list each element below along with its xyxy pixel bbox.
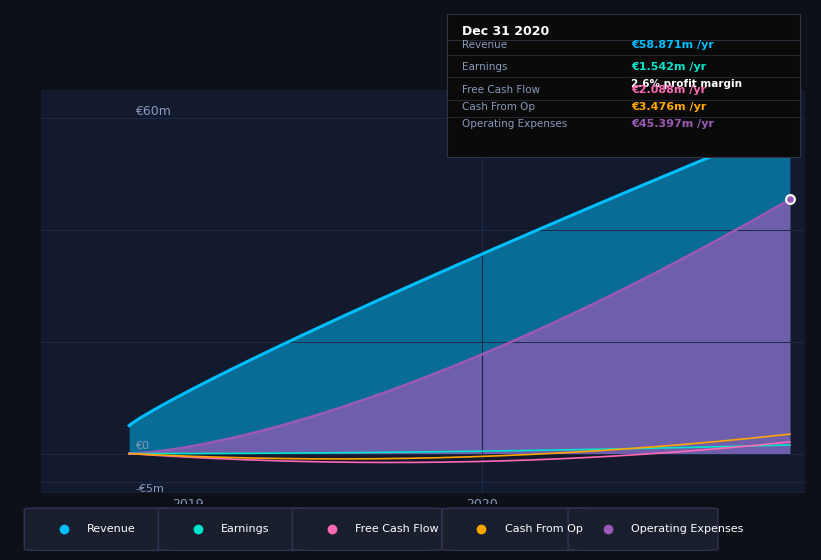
FancyBboxPatch shape — [442, 508, 592, 550]
Text: Cash From Op: Cash From Op — [505, 524, 583, 534]
FancyBboxPatch shape — [568, 508, 718, 550]
Text: Revenue: Revenue — [87, 524, 136, 534]
Text: Cash From Op: Cash From Op — [461, 102, 534, 112]
Point — [783, 119, 796, 128]
Text: €58.871m /yr: €58.871m /yr — [631, 40, 714, 50]
Text: Operating Expenses: Operating Expenses — [461, 119, 566, 129]
Text: €2.088m /yr: €2.088m /yr — [631, 85, 706, 95]
Text: Earnings: Earnings — [461, 62, 507, 72]
Text: Earnings: Earnings — [222, 524, 270, 534]
Text: Free Cash Flow: Free Cash Flow — [461, 85, 539, 95]
Text: €60m: €60m — [135, 105, 171, 118]
Text: €0: €0 — [135, 441, 149, 451]
FancyBboxPatch shape — [25, 508, 174, 550]
Point — [783, 195, 796, 204]
Text: €3.476m /yr: €3.476m /yr — [631, 102, 706, 112]
Text: Revenue: Revenue — [461, 40, 507, 50]
Text: Operating Expenses: Operating Expenses — [631, 524, 744, 534]
FancyBboxPatch shape — [292, 508, 442, 550]
Text: Dec 31 2020: Dec 31 2020 — [461, 25, 548, 39]
Text: 2.6% profit margin: 2.6% profit margin — [631, 79, 742, 89]
Text: €1.542m /yr: €1.542m /yr — [631, 62, 706, 72]
Text: €45.397m /yr: €45.397m /yr — [631, 119, 714, 129]
FancyBboxPatch shape — [158, 508, 308, 550]
Text: -€5m: -€5m — [135, 484, 164, 494]
Text: Free Cash Flow: Free Cash Flow — [355, 524, 439, 534]
